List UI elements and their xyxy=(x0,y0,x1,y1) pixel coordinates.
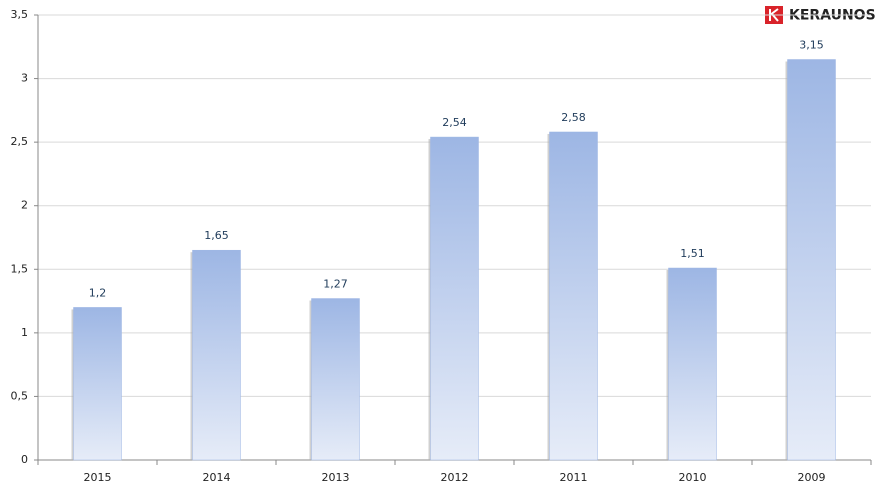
data-label: 1,27 xyxy=(323,278,348,291)
y-tick-label: 0,5 xyxy=(11,389,29,402)
bar xyxy=(430,136,479,461)
x-tick-label: 2015 xyxy=(84,471,112,484)
data-label: 3,15 xyxy=(799,39,824,52)
bar xyxy=(73,307,122,461)
data-label: 1,65 xyxy=(204,229,229,242)
y-tick-label: 2,5 xyxy=(11,135,29,148)
x-tick-label: 2011 xyxy=(560,471,588,484)
y-tick-label: 0 xyxy=(21,453,28,466)
x-tick-label: 2012 xyxy=(441,471,469,484)
data-label: 1,51 xyxy=(680,247,705,260)
data-label: 2,58 xyxy=(561,111,586,124)
x-tick-label: 2014 xyxy=(203,471,231,484)
y-tick-label: 1 xyxy=(21,326,28,339)
data-label: 1,2 xyxy=(89,286,107,299)
data-label: 2,54 xyxy=(442,116,467,129)
y-tick-label: 3,5 xyxy=(11,8,29,21)
bar xyxy=(192,249,241,461)
x-tick-label: 2010 xyxy=(679,471,707,484)
bar xyxy=(787,59,836,461)
bar xyxy=(668,267,717,461)
y-tick-label: 1,5 xyxy=(11,262,29,275)
bar xyxy=(311,298,360,461)
x-tick-label: 2013 xyxy=(322,471,350,484)
bar xyxy=(549,131,598,461)
y-tick-label: 2 xyxy=(21,199,28,212)
y-tick-label: 3 xyxy=(21,72,28,85)
x-tick-label: 2009 xyxy=(798,471,826,484)
